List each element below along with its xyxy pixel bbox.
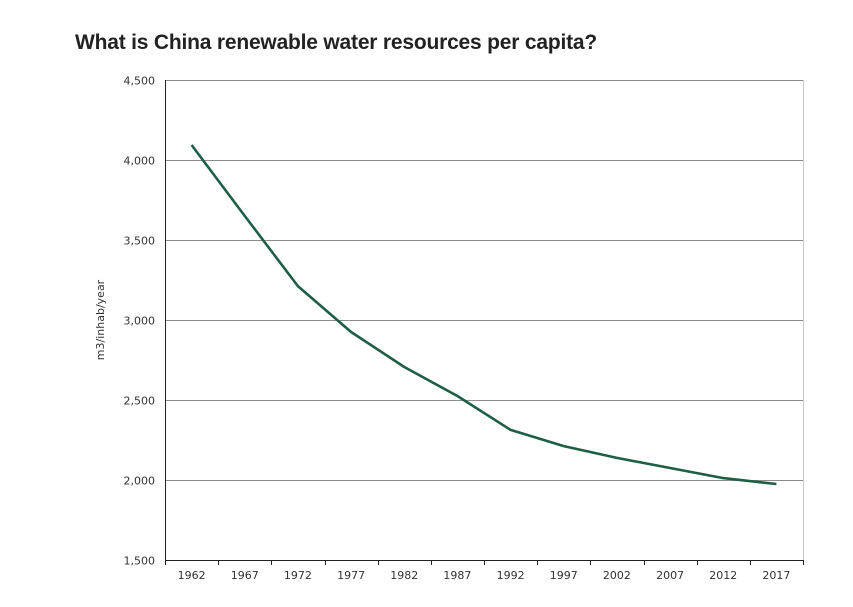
data-point	[616, 457, 618, 459]
x-axis-ticks: 1962 1967 1972 1977 1982 1987 1992 1997 2002 2007…	[165, 560, 804, 582]
y-tick-label: 4,000	[124, 155, 156, 168]
data-point	[563, 445, 565, 447]
series-line	[190, 144, 777, 486]
data-point	[456, 395, 458, 397]
data-point	[722, 477, 724, 479]
x-tick-label: 2012	[709, 569, 737, 582]
y-tick-label: 2,000	[124, 475, 156, 488]
x-tick-label: 1962	[178, 569, 206, 582]
data-point	[297, 285, 299, 287]
x-tick-label: 1972	[284, 569, 312, 582]
gridlines	[165, 80, 803, 481]
series-group	[190, 144, 777, 486]
data-point	[775, 483, 777, 485]
chart-title: What is China renewable water resources …	[75, 31, 597, 54]
x-tick-label: 1977	[337, 569, 365, 582]
data-point	[350, 331, 352, 333]
x-tick-label: 2002	[603, 569, 631, 582]
x-tick-label: 1967	[231, 569, 259, 582]
data-point	[190, 144, 192, 146]
x-tick-label: 2017	[762, 569, 790, 582]
data-point	[509, 429, 511, 431]
x-tick-label: 1997	[550, 569, 578, 582]
x-tick-label: 1992	[497, 569, 525, 582]
y-tick-label: 3,000	[124, 315, 156, 328]
x-tick-label: 1982	[390, 569, 418, 582]
y-tick-label: 4,500	[124, 75, 156, 88]
y-axis-label: m3/inhab/year	[94, 279, 107, 360]
data-point	[244, 215, 246, 217]
y-tick-label: 3,500	[124, 235, 156, 248]
y-tick-label: 2,500	[124, 395, 156, 408]
x-tick-label: 2007	[656, 569, 684, 582]
data-point	[669, 467, 671, 469]
y-tick-label: 1,500	[124, 555, 156, 568]
y-axis-ticks: 1,500 2,000 2,500 3,000 3,500 4,000 4,500	[124, 75, 156, 568]
x-tick-label: 1987	[443, 569, 471, 582]
data-point	[403, 366, 405, 368]
